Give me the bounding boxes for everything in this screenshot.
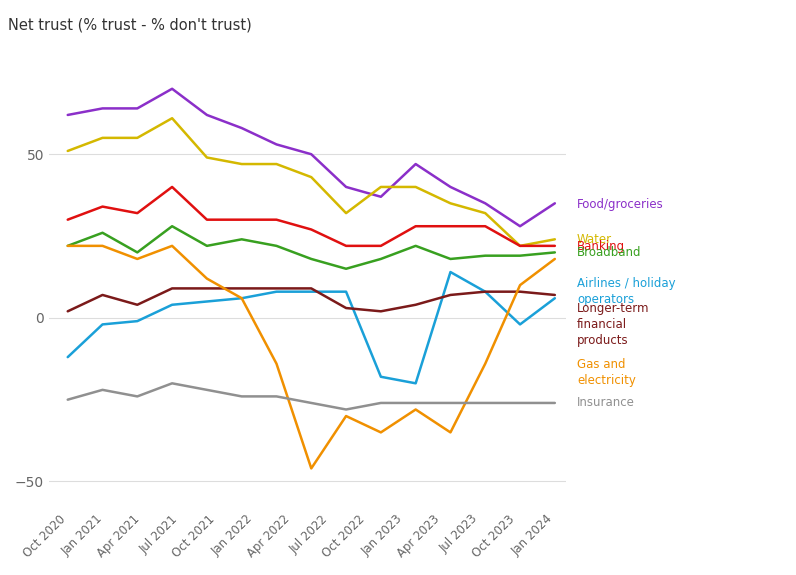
Text: Longer-term
financial
products: Longer-term financial products bbox=[577, 302, 650, 347]
Text: Broadband: Broadband bbox=[577, 247, 642, 259]
Text: Gas and
electricity: Gas and electricity bbox=[577, 358, 636, 388]
Text: Water: Water bbox=[577, 233, 612, 247]
Text: Net trust (% trust - % don't trust): Net trust (% trust - % don't trust) bbox=[8, 17, 252, 32]
Text: Banking: Banking bbox=[577, 240, 625, 253]
Text: Airlines / holiday
operators: Airlines / holiday operators bbox=[577, 277, 676, 306]
Text: Insurance: Insurance bbox=[577, 396, 635, 409]
Text: Food/groceries: Food/groceries bbox=[577, 198, 664, 211]
